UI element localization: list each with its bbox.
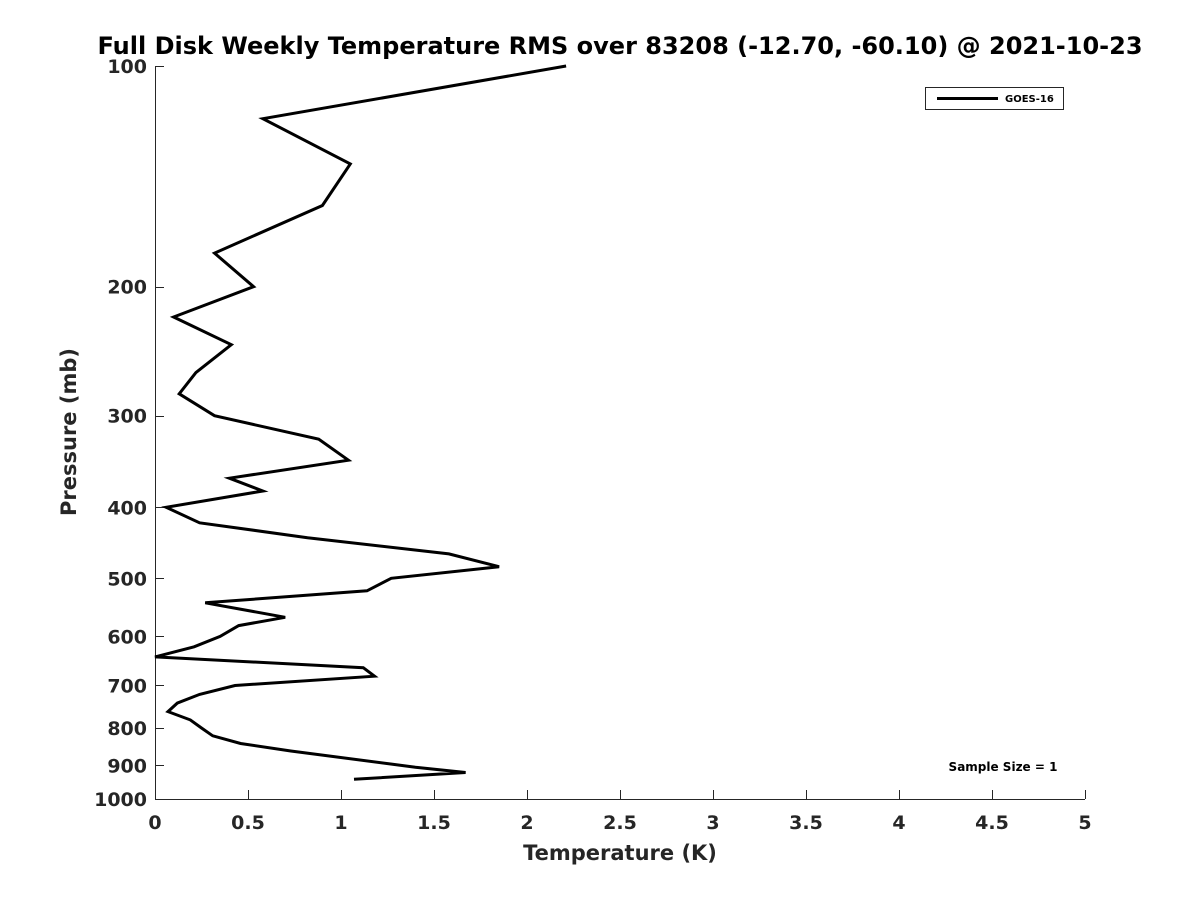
x-tick-label: 2	[520, 812, 533, 834]
y-tick-label: 500	[107, 568, 147, 590]
x-tick-label: 2.5	[603, 812, 637, 834]
y-axis-label: Pressure (mb)	[57, 348, 81, 516]
y-tick-label: 600	[107, 626, 147, 648]
sample-size-note: Sample Size = 1	[949, 760, 1058, 774]
x-tick-label: 3	[706, 812, 719, 834]
y-tick-label: 700	[107, 675, 147, 697]
y-tick-label: 1000	[94, 789, 147, 811]
x-ticks: 0 0.5 1 1.5 2 2.5 3 3.5 4 4.5 5	[148, 790, 1092, 834]
x-tick-label: 4	[892, 812, 905, 834]
legend: GOES-16	[925, 87, 1064, 110]
series-layer	[154, 64, 567, 781]
y-tick-label: 400	[107, 497, 147, 519]
y-tick-label: 800	[107, 718, 147, 740]
y-tick-label: 300	[107, 406, 147, 428]
x-tick-label: 5	[1078, 812, 1091, 834]
series-line-goes-16	[154, 64, 567, 781]
chart-title: Full Disk Weekly Temperature RMS over 83…	[97, 32, 1142, 60]
y-tick-label: 900	[107, 755, 147, 777]
x-tick-label: 1.5	[417, 812, 451, 834]
y-tick-label: 200	[107, 277, 147, 299]
x-tick-label: 3.5	[789, 812, 823, 834]
x-tick-label: 1	[334, 812, 347, 834]
x-tick-label: 0.5	[231, 812, 265, 834]
y-tick-label: 100	[107, 56, 147, 78]
x-axis-label: Temperature (K)	[523, 841, 717, 865]
legend-label-goes-16: GOES-16	[1005, 94, 1054, 105]
x-tick-label: 4.5	[975, 812, 1009, 834]
y-ticks: 100 200 300 400 500 600 700 800 900 1000	[94, 56, 164, 811]
x-tick-label: 0	[148, 812, 161, 834]
